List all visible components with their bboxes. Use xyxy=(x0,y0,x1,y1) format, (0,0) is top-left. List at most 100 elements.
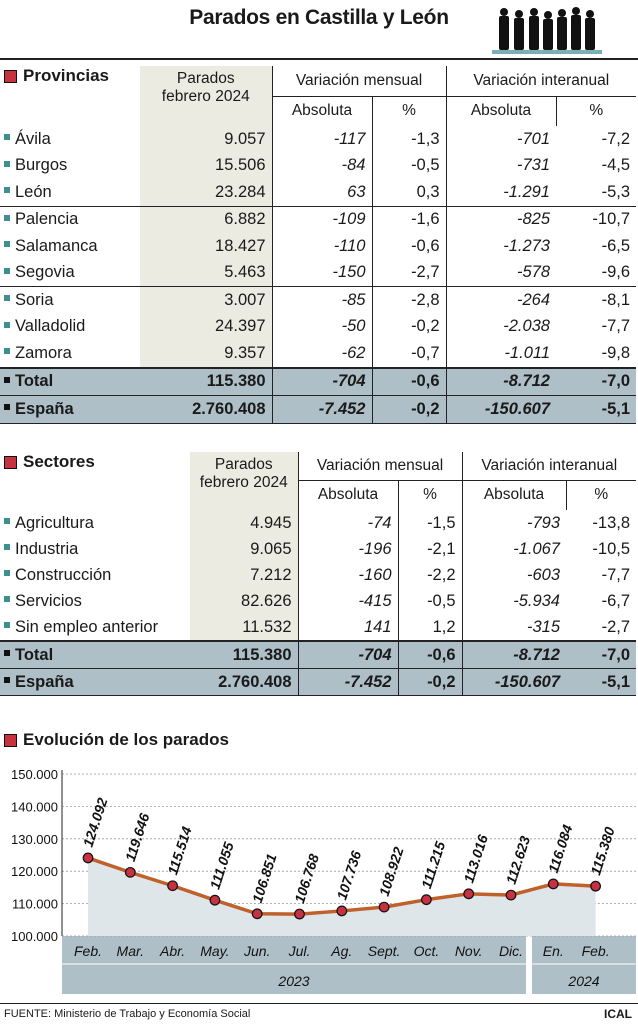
y-tick-label: 150.000 xyxy=(11,767,58,782)
cell-mens-abs: -704 xyxy=(271,366,372,396)
row-label-text: Industria xyxy=(15,539,79,558)
cell-mens-abs: -85 xyxy=(271,286,372,314)
cell-parados: 23.284 xyxy=(140,179,272,206)
x-axis-band-2023 xyxy=(62,936,526,994)
data-label: 119.646 xyxy=(122,811,153,863)
cell-inter-pct: -13,8 xyxy=(592,513,631,532)
mens-absoluta-header: Absoluta xyxy=(297,479,398,510)
cell-inter-pct: -8,1 xyxy=(556,286,637,314)
cell-inter-pct: -2,7 xyxy=(601,617,631,636)
parados-col-header: Parados febrero 2024 xyxy=(140,66,272,126)
cell-mens-pct: -0,2 xyxy=(371,313,446,340)
var-interanual-header: Variación interanual xyxy=(445,66,637,96)
cell-parados: 5.463 xyxy=(140,259,272,287)
row-label: Total xyxy=(0,640,190,669)
data-label: 124.092 xyxy=(80,796,111,849)
cell-mens-pct: -0,5 xyxy=(371,152,446,179)
table-row: Valladolid 24.397 -50 -0,2 -2.038 -7,7 xyxy=(0,313,636,340)
data-point xyxy=(505,889,517,901)
bullet-icon xyxy=(4,321,10,328)
x-tick-label: Feb. xyxy=(582,943,610,959)
row-label-text: Servicios xyxy=(15,591,82,610)
x-tick-label: Dic. xyxy=(499,943,523,959)
people-silhouettes-icon xyxy=(492,7,602,54)
data-label: 112.623 xyxy=(503,834,534,886)
x-tick-label: Jun. xyxy=(243,943,270,959)
cell-mens-abs: 63 xyxy=(271,179,372,206)
y-tick-label: 110.000 xyxy=(12,897,58,912)
cell-inter-abs: -315 xyxy=(461,614,566,641)
var-mensual-header: Variación mensual xyxy=(271,66,446,96)
x-tick-label: Ag. xyxy=(330,943,352,959)
bullet-icon xyxy=(4,518,10,525)
row-label-text: Valladolid xyxy=(15,317,86,336)
table-row: Construcción 7.212 -160 -2,2 -603 -7,7 xyxy=(0,562,636,588)
cell-mens-abs: -109 xyxy=(271,205,372,233)
data-point xyxy=(590,880,601,892)
cell-mens-abs: -160 xyxy=(297,562,398,588)
cell-parados: 7.212 xyxy=(190,562,298,588)
bullet-icon xyxy=(4,348,10,355)
row-label: Servicios xyxy=(0,588,190,614)
cell-mens-abs: -84 xyxy=(271,152,372,179)
data-point xyxy=(378,901,390,913)
bullet-icon xyxy=(4,214,10,221)
row-label: León xyxy=(0,179,140,206)
cell-mens-abs: -74 xyxy=(297,510,398,536)
data-point xyxy=(547,878,559,890)
cell-parados: 2.760.408 xyxy=(190,668,298,696)
bullet-icon xyxy=(4,241,10,248)
cell-mens-abs: -704 xyxy=(297,640,398,669)
cell-parados: 4.945 xyxy=(190,510,298,536)
row-label-text: Soria xyxy=(15,290,54,309)
var-interanual-header: Variación interanual xyxy=(461,452,637,480)
inter-absoluta-header: Absoluta xyxy=(461,479,566,510)
table-row: Segovia 5.463 -150 -2,7 -578 -9,6 xyxy=(0,259,636,287)
cell-inter-abs: -150.607 xyxy=(461,668,566,696)
cell-inter-abs: -1.067 xyxy=(461,536,566,562)
cell-mens-abs: -196 xyxy=(297,536,398,562)
x-tick-label: En. xyxy=(543,943,564,959)
cell-mens-pct: 0,3 xyxy=(371,179,446,206)
cell-mens-pct: -0,6 xyxy=(397,640,462,669)
cell-mens-pct: -2,7 xyxy=(371,259,446,287)
table-row: León 23.284 63 0,3 -1.291 -5,3 xyxy=(0,179,636,206)
cell-inter-abs: -793 xyxy=(461,510,566,536)
x-tick-label: Oct. xyxy=(414,943,440,959)
table-row: Zamora 9.357 -62 -0,7 -1.011 -9,8 xyxy=(0,340,636,368)
y-tick-label: 140.000 xyxy=(11,799,58,814)
cell-inter-abs: -578 xyxy=(445,259,556,287)
cell-inter-pct: -9,6 xyxy=(601,263,631,282)
cell-inter-pct: -5,1 xyxy=(556,395,637,424)
espana-row: España 2.760.408 -7.452 -0,2 -150.607 -5,1 xyxy=(0,395,637,424)
table-row: Industria 9.065 -196 -2,1 -1.067 -10,5 xyxy=(0,536,636,562)
bullet-icon xyxy=(4,677,10,684)
table-row: Burgos 15.506 -84 -0,5 -731 -4,5 xyxy=(0,152,636,179)
row-label-text: España xyxy=(15,399,74,418)
cell-inter-pct: -9,8 xyxy=(601,343,631,362)
cell-parados: 24.397 xyxy=(140,313,272,340)
table-row: Sin empleo anterior 11.532 141 1,2 -315 -2,7 xyxy=(0,614,636,641)
cell-mens-abs: -117 xyxy=(271,126,372,153)
mens-pct-header: % xyxy=(371,95,446,126)
evolucion-heading: Evolución de los parados xyxy=(4,730,229,750)
y-tick-label: 120.000 xyxy=(11,864,58,879)
x-tick-label: May. xyxy=(200,943,229,959)
cell-mens-pct: -0,2 xyxy=(371,395,446,424)
cell-mens-pct: -0,7 xyxy=(371,340,446,368)
data-point xyxy=(463,888,475,900)
data-point xyxy=(167,880,179,892)
cell-parados: 115.380 xyxy=(190,640,298,669)
cell-mens-abs: -110 xyxy=(271,233,372,260)
cell-inter-abs: -603 xyxy=(461,562,566,588)
data-label: 115.514 xyxy=(164,824,195,876)
cell-parados: 115.380 xyxy=(140,366,272,396)
row-label-text: Zamora xyxy=(15,343,72,362)
data-point xyxy=(294,908,305,920)
cell-mens-pct: -0,6 xyxy=(371,366,446,396)
data-point xyxy=(336,905,348,917)
espana-row: España 2.760.408 -7.452 -0,2 -150.607 -5,1 xyxy=(0,668,637,696)
x-tick-label: Sept. xyxy=(368,943,401,959)
x-tick-label: Nov. xyxy=(455,943,483,959)
cell-inter-pct: -10,5 xyxy=(592,539,631,558)
